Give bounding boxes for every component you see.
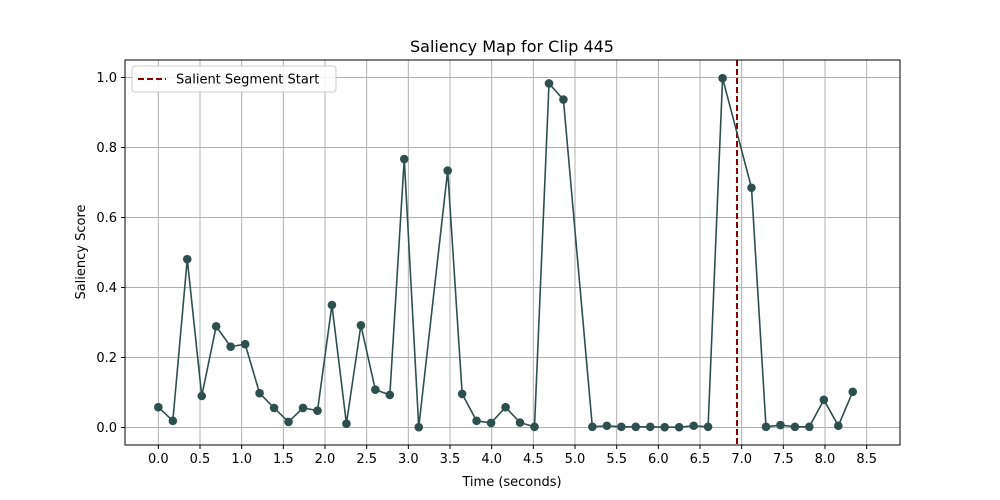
data-point: [703, 422, 713, 432]
legend-label: Salient Segment Start: [176, 73, 319, 88]
data-point: [371, 385, 380, 395]
data-point: [211, 322, 221, 331]
x-axis-label: Time (seconds): [461, 475, 561, 490]
y-tick-label: 0.8: [96, 141, 117, 156]
x-tick-label: 2.5: [356, 452, 377, 467]
grid: [125, 60, 900, 445]
x-tick-label: 6.5: [690, 452, 711, 467]
x-tick-label: 7.5: [773, 452, 794, 467]
data-point: [472, 416, 481, 426]
data-point: [602, 421, 612, 431]
data-point: [631, 422, 641, 432]
y-tick-label: 0.6: [96, 211, 117, 226]
x-tick-label: 7.0: [731, 452, 752, 467]
data-point: [226, 342, 235, 351]
data-point: [197, 391, 207, 401]
data-point: [588, 422, 597, 432]
data-point: [486, 418, 496, 428]
data-point: [819, 395, 829, 405]
x-tick-label: 0.0: [148, 452, 169, 467]
x-tick-label: 3.0: [398, 452, 419, 467]
legend-box: [131, 65, 337, 93]
legend: Salient Segment Start: [131, 65, 337, 93]
data-point: [660, 422, 669, 432]
data-point: [255, 388, 264, 398]
x-tick-label: 4.0: [481, 452, 502, 467]
data-point: [645, 422, 655, 432]
y-tick-label: 0.0: [96, 421, 117, 436]
y-tick-label: 0.2: [96, 351, 117, 366]
data-point: [515, 418, 525, 427]
x-axis-ticks: 0.0 0.5 1.0 1.5 2.0 2.5 3.0 3.5 4.0 4.5 5.0 5.5 6.0 6…: [148, 445, 877, 467]
data-point: [182, 254, 192, 264]
data-point: [284, 417, 293, 427]
series-layer: [154, 73, 858, 432]
x-tick-label: 2.0: [315, 452, 336, 467]
plot-frame: [124, 59, 901, 446]
data-point: [327, 300, 337, 310]
data-point: [414, 422, 424, 432]
data-point: [399, 154, 409, 164]
data-point: [674, 422, 684, 432]
data-point: [385, 390, 395, 400]
x-tick-label: 5.0: [565, 452, 586, 467]
data-point: [298, 403, 308, 413]
y-axis-label: Saliency Score: [74, 204, 89, 299]
x-tick-label: 5.5: [606, 452, 627, 467]
data-point: [443, 166, 452, 175]
data-point: [776, 420, 785, 430]
data-point: [154, 402, 163, 412]
x-tick-label: 3.5: [440, 452, 461, 467]
data-point: [530, 422, 539, 432]
data-point: [356, 321, 366, 330]
x-tick-label: 1.0: [231, 452, 252, 467]
x-tick-label: 4.5: [523, 452, 544, 467]
data-point: [501, 402, 510, 412]
data-point: [761, 422, 771, 432]
data-point: [790, 422, 800, 432]
data-point: [718, 73, 727, 83]
data-point: [617, 422, 626, 432]
x-tick-label: 6.0: [648, 452, 669, 467]
y-axis-ticks: 0.0 0.2 0.4 0.6 0.8 1.0: [96, 71, 125, 436]
y-tick-label: 1.0: [96, 71, 117, 86]
data-point: [689, 421, 698, 431]
data-point: [544, 79, 554, 88]
data-point: [559, 95, 568, 104]
y-tick-label: 0.4: [96, 281, 117, 296]
data-point: [805, 422, 814, 432]
chart-title: Saliency Map for Clip 445: [410, 37, 614, 56]
x-tick-label: 1.5: [273, 452, 294, 467]
data-point: [848, 387, 858, 397]
x-tick-label: 8.5: [856, 452, 877, 467]
data-point: [269, 403, 279, 413]
data-point: [342, 419, 351, 428]
x-tick-label: 0.5: [190, 452, 211, 467]
series-line: [157, 77, 854, 428]
data-point: [240, 339, 250, 349]
x-tick-label: 8.0: [815, 452, 836, 467]
data-point: [313, 406, 322, 416]
data-point: [834, 421, 843, 431]
data-point: [747, 183, 756, 193]
data-point: [457, 389, 467, 399]
data-point: [168, 416, 178, 426]
